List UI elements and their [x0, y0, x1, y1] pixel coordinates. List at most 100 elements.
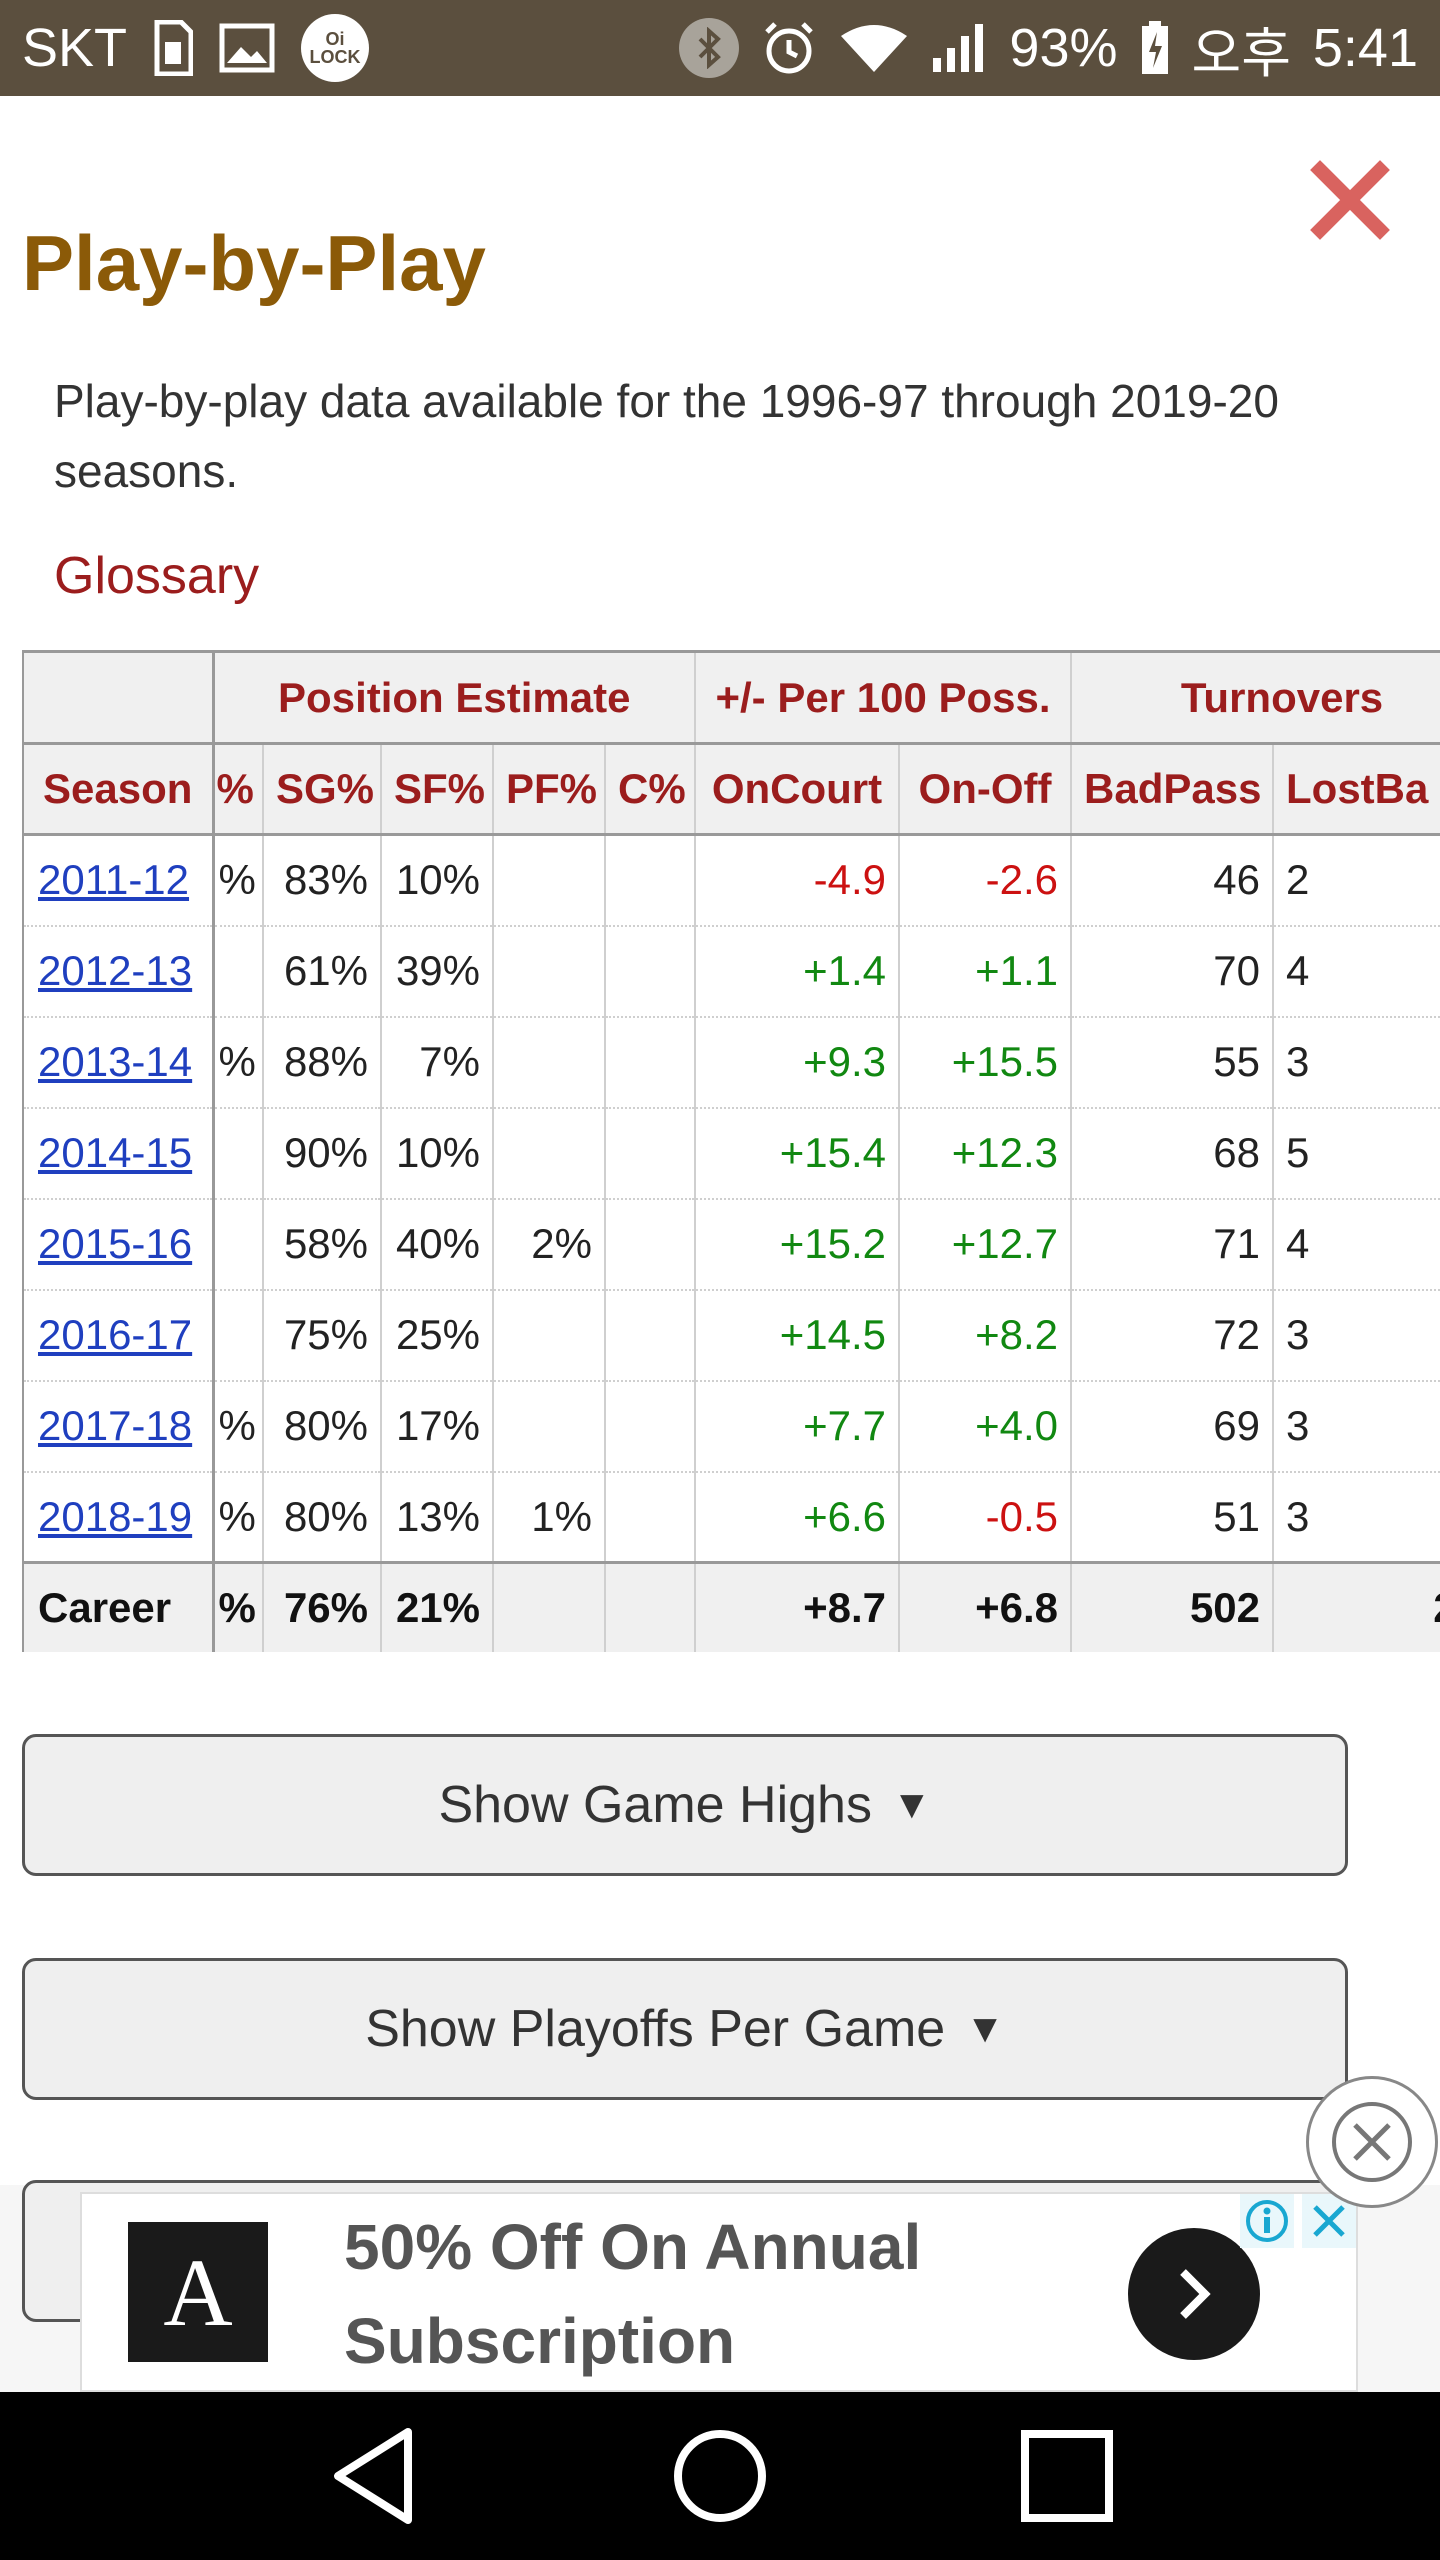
- onoff-cell: -0.5: [899, 1471, 1073, 1564]
- col-header-pg-pct[interactable]: %: [213, 743, 264, 836]
- nav-back-button[interactable]: [313, 2416, 433, 2536]
- badpass-cell: 46: [1071, 834, 1275, 927]
- col-header-sf-pct[interactable]: SF%: [381, 743, 494, 836]
- sg-cell: 61%: [263, 925, 382, 1018]
- badpass-cell: 68: [1071, 1107, 1275, 1200]
- pg-cell: [213, 925, 264, 1018]
- pf-cell: [493, 925, 606, 1018]
- playoffs-per-game-label: Show Playoffs Per Game: [365, 2000, 946, 2058]
- ad-headline[interactable]: 50% Off On Annual Subscription: [344, 2211, 922, 2377]
- pf-cell: [493, 834, 606, 927]
- olock-icon: Oi LOCK: [301, 14, 370, 82]
- sg-cell: 90%: [263, 1107, 382, 1200]
- oncourt-cell: +7.7: [695, 1380, 900, 1473]
- table-row: 2015-16 58% 40% 2% +15.2 +12.7 71 4: [22, 1198, 1440, 1291]
- badpass-cell: 71: [1071, 1198, 1275, 1291]
- modal-description: Play-by-play data available for the 1996…: [54, 375, 1279, 497]
- sf-cell: 10%: [381, 1107, 494, 1200]
- season-link[interactable]: 2018-19: [38, 1492, 193, 1540]
- pg-cell: [213, 1198, 264, 1291]
- onoff-cell: +15.5: [899, 1016, 1073, 1109]
- sf-cell: 17%: [381, 1380, 494, 1473]
- ad-logo[interactable]: A: [128, 2222, 268, 2362]
- season-link[interactable]: 2012-13: [38, 947, 193, 994]
- sf-cell: 7%: [381, 1016, 494, 1109]
- group-header-position-estimate: Position Estimate: [213, 650, 696, 745]
- career-lostball: 29: [1273, 1561, 1440, 1652]
- oncourt-cell: +1.4: [695, 925, 900, 1018]
- ad-close-button[interactable]: [1306, 2076, 1438, 2208]
- career-pf: [493, 1561, 606, 1652]
- career-pg: %: [213, 1561, 264, 1652]
- badpass-cell: 51: [1071, 1471, 1275, 1564]
- ad-logo-letter: A: [163, 2238, 233, 2346]
- season-cell: 2017-18: [22, 1380, 215, 1473]
- show-playoffs-per-game-button[interactable]: Show Playoffs Per Game ▼: [22, 1958, 1348, 2100]
- season-cell: 2012-13: [22, 925, 215, 1018]
- onoff-cell: +1.1: [899, 925, 1073, 1018]
- triangle-down-icon: ▼: [965, 2006, 1005, 2051]
- show-game-highs-button[interactable]: Show Game Highs ▼: [22, 1734, 1348, 1876]
- badpass-cell: 70: [1071, 925, 1275, 1018]
- career-c: [605, 1561, 696, 1652]
- c-cell: [605, 1289, 696, 1382]
- pg-cell: %: [213, 1380, 264, 1473]
- sf-cell: 40%: [381, 1198, 494, 1291]
- career-sf: 21%: [381, 1561, 494, 1652]
- col-header-season[interactable]: Season: [22, 743, 215, 836]
- ad-open-button[interactable]: [1128, 2228, 1260, 2360]
- col-header-lostball[interactable]: LostBa: [1273, 743, 1440, 836]
- pf-cell: 2%: [493, 1198, 606, 1291]
- pg-cell: %: [213, 1471, 264, 1564]
- season-link[interactable]: 2015-16: [38, 1220, 193, 1267]
- c-cell: [605, 925, 696, 1018]
- pf-cell: 1%: [493, 1471, 606, 1564]
- c-cell: [605, 1016, 696, 1109]
- onoff-cell: -2.6: [899, 834, 1073, 927]
- ad-info-button[interactable]: [1240, 2194, 1294, 2248]
- table-body: 2011-12% 83% 10% -4.9 -2.6 46 2 2012-13 61% 39% +1…: [22, 834, 1440, 1564]
- status-right: 93% 오후 5:41: [679, 9, 1418, 88]
- c-cell: [605, 1380, 696, 1473]
- lostball-cell: 5: [1273, 1107, 1440, 1200]
- col-header-c-pct[interactable]: C%: [605, 743, 696, 836]
- col-header-badpass[interactable]: BadPass: [1071, 743, 1275, 836]
- signal-icon: [931, 22, 987, 74]
- col-header-pf-pct[interactable]: PF%: [493, 743, 606, 836]
- play-by-play-table-container[interactable]: Position Estimate +/- Per 100 Poss. Turn…: [22, 650, 1440, 1652]
- glossary-link[interactable]: Glossary: [54, 547, 260, 605]
- c-cell: [605, 1107, 696, 1200]
- group-header-plus-minus: +/- Per 100 Poss.: [695, 650, 1073, 745]
- battery-percent: 93%: [1009, 18, 1118, 78]
- close-modal-button[interactable]: [1300, 150, 1400, 250]
- lostball-cell: 4: [1273, 925, 1440, 1018]
- season-link[interactable]: 2017-18: [38, 1402, 193, 1449]
- pf-cell: [493, 1107, 606, 1200]
- season-link[interactable]: 2011-12: [38, 856, 190, 904]
- back-triangle-icon: [334, 2428, 413, 2524]
- nav-recents-button[interactable]: [1007, 2416, 1127, 2536]
- nav-home-button[interactable]: [660, 2416, 780, 2536]
- col-header-on-off[interactable]: On-Off: [899, 743, 1073, 836]
- col-header-oncourt[interactable]: OnCourt: [695, 743, 900, 836]
- sg-cell: 58%: [263, 1198, 382, 1291]
- table-row: 2012-13 61% 39% +1.4 +1.1 70 4: [22, 925, 1440, 1018]
- sf-cell: 10%: [381, 834, 494, 927]
- battery-charging-icon: [1140, 20, 1170, 76]
- col-header-sg-pct[interactable]: SG%: [263, 743, 382, 836]
- lostball-cell: 3: [1273, 1016, 1440, 1109]
- table-row: 2017-18% 80% 17% +7.7 +4.0 69 3: [22, 1380, 1440, 1473]
- recents-square-icon: [1020, 2430, 1113, 2522]
- pg-cell: %: [213, 1016, 264, 1109]
- career-badpass: 502: [1071, 1561, 1275, 1652]
- season-link[interactable]: 2014-15: [38, 1129, 193, 1176]
- season-link[interactable]: 2016-17: [38, 1311, 193, 1358]
- season-link[interactable]: 2013-14: [38, 1038, 193, 1085]
- sg-cell: 75%: [263, 1289, 382, 1382]
- pg-cell: [213, 1107, 264, 1200]
- table-row: 2014-15 90% 10% +15.4 +12.3 68 5: [22, 1107, 1440, 1200]
- close-icon: [1310, 160, 1390, 240]
- lostball-cell: 3: [1273, 1289, 1440, 1382]
- oncourt-cell: +15.2: [695, 1198, 900, 1291]
- oncourt-cell: +9.3: [695, 1016, 900, 1109]
